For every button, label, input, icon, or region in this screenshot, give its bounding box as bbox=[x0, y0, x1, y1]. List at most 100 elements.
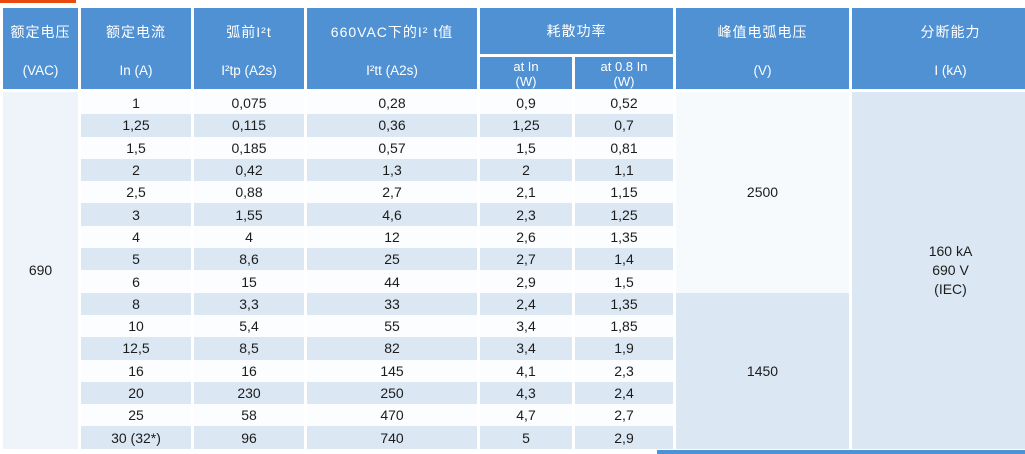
table-row: 2,5 0,88 2,7 2,1 1,15 bbox=[3, 181, 1025, 204]
rated-current-cell: 1,5 bbox=[81, 136, 191, 159]
header-rated-current-label: 额定电流 bbox=[106, 23, 166, 40]
table-row: 1,25 0,115 0,36 1,25 0,7 bbox=[3, 114, 1025, 137]
i2t-660vac-cell: 0,28 bbox=[307, 92, 477, 115]
rated-current-cell: 6 bbox=[81, 270, 191, 293]
rated-current-cell: 10 bbox=[81, 314, 191, 338]
rated-current-cell: 30 (32*) bbox=[81, 426, 191, 449]
power-at-08in-cell: 1,1 bbox=[575, 158, 673, 182]
breaking-capacity-line: (IEC) bbox=[934, 280, 967, 297]
table-row: 8 3,3 33 2,4 1,35 1450 bbox=[3, 292, 1025, 449]
prearc-i2t-cell: 8,6 bbox=[194, 248, 304, 271]
header-power-at-in-label: at In bbox=[513, 58, 539, 74]
table-row: 20 230 250 4,3 2,4 bbox=[3, 381, 1025, 405]
i2t-660vac-cell: 44 bbox=[307, 270, 477, 293]
peak-arc-voltage-cell: 1450 bbox=[676, 292, 849, 449]
table-row: 16 16 145 4,1 2,3 bbox=[3, 359, 1025, 382]
header-power-dissipation: 耗散功率 bbox=[480, 8, 673, 57]
prearc-i2t-cell: 4 bbox=[194, 225, 304, 249]
header-rated-voltage: 额定电压 (VAC) bbox=[3, 8, 78, 92]
prearc-i2t-cell: 0,115 bbox=[194, 114, 304, 137]
table-body: 690 1 0,075 0,28 0,9 0,52 2500 160 kA 690 V (IEC)… bbox=[3, 92, 1025, 449]
prearc-i2t-cell: 58 bbox=[194, 404, 304, 427]
table-row: 10 5,4 55 3,4 1,85 bbox=[3, 314, 1025, 338]
prearc-i2t-cell: 96 bbox=[194, 426, 304, 449]
prearc-i2t-cell: 1,55 bbox=[194, 203, 304, 226]
prearc-i2t-cell: 0,075 bbox=[194, 92, 304, 115]
prearc-i2t-cell: 16 bbox=[194, 359, 304, 382]
rated-current-cell: 12,5 bbox=[81, 337, 191, 360]
header-breaking-capacity-label: 分断能力 bbox=[920, 23, 981, 40]
table-row: 1,5 0,185 0,57 1,5 0,81 bbox=[3, 136, 1025, 159]
i2t-660vac-cell: 145 bbox=[307, 359, 477, 382]
header-rated-current-unit: In (A) bbox=[119, 62, 153, 78]
top-accent-line bbox=[0, 0, 76, 3]
bottom-accent-strip bbox=[657, 450, 1025, 454]
power-at-in-cell: 2,1 bbox=[480, 181, 572, 204]
header-peak-arc-voltage: 峰值电弧电压 (V) bbox=[676, 8, 849, 92]
breaking-capacity-line: 160 kA bbox=[928, 242, 973, 259]
power-at-08in-cell: 0,7 bbox=[575, 114, 673, 137]
i2t-660vac-cell: 0,57 bbox=[307, 136, 477, 159]
power-at-in-cell: 1,5 bbox=[480, 136, 572, 159]
breaking-capacity-cell: 160 kA 690 V (IEC) bbox=[852, 92, 1025, 449]
table-row: 5 8,6 25 2,7 1,4 bbox=[3, 248, 1025, 271]
power-at-in-cell: 2,7 bbox=[480, 248, 572, 271]
header-prearc-i2t: 弧前I²t I²tp (A2s) bbox=[194, 8, 304, 92]
prearc-i2t-cell: 15 bbox=[194, 270, 304, 293]
header-power-at-in: at In (W) bbox=[480, 57, 572, 92]
power-at-in-cell: 2,4 bbox=[480, 292, 572, 315]
i2t-660vac-cell: 25 bbox=[307, 248, 477, 271]
table-row: 3 1,55 4,6 2,3 1,25 bbox=[3, 203, 1025, 226]
header-breaking-capacity-unit: I (kA) bbox=[934, 62, 967, 78]
power-at-08in-cell: 2,3 bbox=[575, 359, 673, 382]
power-at-08in-cell: 1,35 bbox=[575, 225, 673, 249]
i2t-660vac-cell: 1,3 bbox=[307, 158, 477, 182]
power-at-08in-cell: 0,81 bbox=[575, 136, 673, 159]
rated-current-cell: 8 bbox=[81, 292, 191, 315]
power-at-08in-cell: 0,52 bbox=[575, 92, 673, 115]
header-prearc-i2t-label: 弧前I²t bbox=[226, 23, 272, 40]
power-at-08in-cell: 1,4 bbox=[575, 248, 673, 271]
power-at-08in-cell: 1,85 bbox=[575, 314, 673, 338]
breaking-capacity-line: 690 V bbox=[932, 261, 969, 278]
prearc-i2t-cell: 0,185 bbox=[194, 136, 304, 159]
power-at-in-cell: 4,7 bbox=[480, 404, 572, 427]
power-at-in-cell: 4,1 bbox=[480, 359, 572, 382]
header-peak-arc-voltage-label: 峰值电弧电压 bbox=[717, 23, 808, 40]
header-i2t-660vac-label: 660VAC下的I² t值 bbox=[330, 23, 454, 40]
i2t-660vac-cell: 4,6 bbox=[307, 203, 477, 226]
power-at-in-cell: 4,3 bbox=[480, 381, 572, 405]
header-power-at-in-unit: (W) bbox=[515, 73, 537, 89]
table-row: 6 15 44 2,9 1,5 bbox=[3, 270, 1025, 293]
header-i2t-660vac-unit: I²tt (A2s) bbox=[366, 62, 418, 78]
i2t-660vac-cell: 250 bbox=[307, 381, 477, 405]
table-row: 690 1 0,075 0,28 0,9 0,52 2500 160 kA 690 V (IEC) bbox=[3, 92, 1025, 449]
power-at-in-cell: 1,25 bbox=[480, 114, 572, 137]
i2t-660vac-cell: 33 bbox=[307, 292, 477, 315]
rated-current-cell: 25 bbox=[81, 404, 191, 427]
table-row: 2 0,42 1,3 2 1,1 bbox=[3, 158, 1025, 182]
prearc-i2t-cell: 5,4 bbox=[194, 314, 304, 338]
power-at-08in-cell: 2,4 bbox=[575, 381, 673, 405]
header-prearc-i2t-unit: I²tp (A2s) bbox=[221, 62, 277, 78]
i2t-660vac-cell: 2,7 bbox=[307, 181, 477, 204]
power-at-in-cell: 0,9 bbox=[480, 92, 572, 115]
header-rated-current: 额定电流 In (A) bbox=[81, 8, 191, 92]
prearc-i2t-cell: 0,42 bbox=[194, 158, 304, 182]
power-at-in-cell: 2,9 bbox=[480, 270, 572, 293]
prearc-i2t-cell: 3,3 bbox=[194, 292, 304, 315]
rated-current-cell: 2,5 bbox=[81, 181, 191, 204]
i2t-660vac-cell: 12 bbox=[307, 225, 477, 249]
header-power-at-08in: at 0.8 In (W) bbox=[575, 57, 673, 92]
header-peak-arc-voltage-unit: (V) bbox=[753, 62, 772, 78]
peak-arc-voltage-cell: 2500 bbox=[676, 92, 849, 293]
table-row: 12,5 8,5 82 3,4 1,9 bbox=[3, 337, 1025, 360]
rated-current-cell: 2 bbox=[81, 158, 191, 182]
prearc-i2t-cell: 8,5 bbox=[194, 337, 304, 360]
table-row: 4 4 12 2,6 1,35 bbox=[3, 225, 1025, 249]
power-at-08in-cell: 2,7 bbox=[575, 404, 673, 427]
fuse-spec-table: 额定电压 (VAC) 额定电流 In (A) 弧前I²t I²tp (A2s) bbox=[0, 8, 1025, 449]
power-at-08in-cell: 1,15 bbox=[575, 181, 673, 204]
power-at-08in-cell: 1,25 bbox=[575, 203, 673, 226]
